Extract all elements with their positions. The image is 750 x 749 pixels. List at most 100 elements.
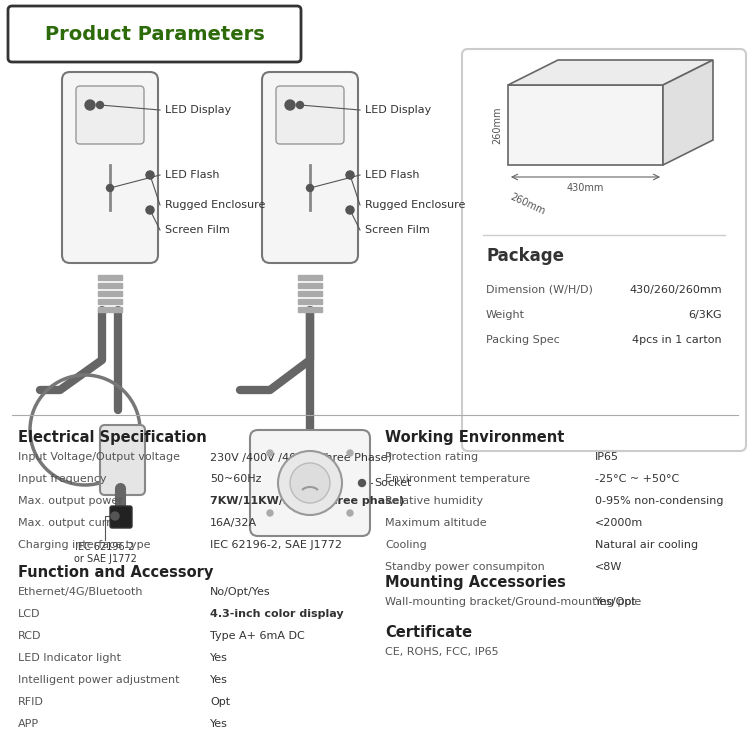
Text: APP: APP xyxy=(18,719,39,729)
Text: Function and Accessory: Function and Accessory xyxy=(18,565,213,580)
Text: Maximum altitude: Maximum altitude xyxy=(385,518,487,528)
Text: Mounting Accessories: Mounting Accessories xyxy=(385,575,566,590)
Text: Product Parameters: Product Parameters xyxy=(45,25,265,44)
Circle shape xyxy=(346,206,354,214)
Text: LED Flash: LED Flash xyxy=(365,170,419,180)
Circle shape xyxy=(285,100,295,110)
Text: Input Voltage/Output voltage: Input Voltage/Output voltage xyxy=(18,452,180,462)
Text: Type A+ 6mA DC: Type A+ 6mA DC xyxy=(210,631,304,641)
Circle shape xyxy=(146,172,154,178)
Circle shape xyxy=(347,450,353,456)
Text: Certificate: Certificate xyxy=(385,625,472,640)
FancyBboxPatch shape xyxy=(62,72,158,263)
Text: 4pcs in 1 carton: 4pcs in 1 carton xyxy=(632,335,722,345)
Polygon shape xyxy=(508,85,663,165)
Text: 260mm: 260mm xyxy=(509,192,547,216)
Bar xyxy=(98,291,122,296)
Text: Max. output current: Max. output current xyxy=(18,518,129,528)
Text: Rugged Enclosure: Rugged Enclosure xyxy=(365,200,465,210)
Text: Dimension (W/H/D): Dimension (W/H/D) xyxy=(486,285,592,295)
FancyBboxPatch shape xyxy=(262,72,358,263)
Text: LCD: LCD xyxy=(18,609,40,619)
Text: Ethernet/4G/Bluetooth: Ethernet/4G/Bluetooth xyxy=(18,587,143,597)
Text: <8W: <8W xyxy=(595,562,622,572)
Text: Natural air cooling: Natural air cooling xyxy=(595,540,698,550)
Text: 6/3KG: 6/3KG xyxy=(688,310,722,320)
Circle shape xyxy=(146,207,154,213)
Text: RCD: RCD xyxy=(18,631,41,641)
Text: Packing Spec: Packing Spec xyxy=(486,335,560,345)
Text: Working Environment: Working Environment xyxy=(385,430,564,445)
Text: Intelligent power adjustment: Intelligent power adjustment xyxy=(18,675,179,685)
FancyBboxPatch shape xyxy=(76,86,144,144)
Circle shape xyxy=(347,510,353,516)
Text: Cooling: Cooling xyxy=(385,540,427,550)
Text: LED Indicator light: LED Indicator light xyxy=(18,653,121,663)
Circle shape xyxy=(346,172,353,178)
Text: Yes: Yes xyxy=(210,675,228,685)
Text: Wall-mounting bracket/Ground-mounting pole: Wall-mounting bracket/Ground-mounting po… xyxy=(385,597,641,607)
Text: 50~60Hz: 50~60Hz xyxy=(210,474,262,484)
Text: 0-95% non-condensing: 0-95% non-condensing xyxy=(595,496,724,506)
Bar xyxy=(298,299,322,304)
Text: CE, ROHS, FCC, IP65: CE, ROHS, FCC, IP65 xyxy=(385,647,499,657)
Text: 4.3-inch color display: 4.3-inch color display xyxy=(210,609,344,619)
Text: IEC 62196-2
or SAE J1772: IEC 62196-2 or SAE J1772 xyxy=(74,542,136,563)
FancyBboxPatch shape xyxy=(276,86,344,144)
Circle shape xyxy=(111,512,119,520)
Text: LED Display: LED Display xyxy=(365,105,431,115)
Text: 230V /400V /400V (Three Phase): 230V /400V /400V (Three Phase) xyxy=(210,452,392,462)
Text: Screen Film: Screen Film xyxy=(365,225,430,235)
Text: Opt: Opt xyxy=(210,697,230,707)
Text: <2000m: <2000m xyxy=(595,518,644,528)
Text: LED Display: LED Display xyxy=(165,105,231,115)
Bar xyxy=(298,307,322,312)
Text: Rugged Enclosure: Rugged Enclosure xyxy=(165,200,266,210)
Text: Electrical Specification: Electrical Specification xyxy=(18,430,207,445)
Text: RFID: RFID xyxy=(18,697,44,707)
Text: Environment temperature: Environment temperature xyxy=(385,474,530,484)
Bar xyxy=(298,275,322,280)
Text: 7KW/11KW/22KW(three phase): 7KW/11KW/22KW(three phase) xyxy=(210,496,404,506)
FancyBboxPatch shape xyxy=(8,6,301,62)
Circle shape xyxy=(296,102,304,109)
Bar xyxy=(98,299,122,304)
Bar xyxy=(298,283,322,288)
Bar xyxy=(98,283,122,288)
Text: IEC 62196-2, SAE J1772: IEC 62196-2, SAE J1772 xyxy=(210,540,342,550)
Text: Screen Film: Screen Film xyxy=(165,225,230,235)
Circle shape xyxy=(307,184,314,192)
Bar xyxy=(298,291,322,296)
Polygon shape xyxy=(663,60,713,165)
Text: Yes/Opt: Yes/Opt xyxy=(595,597,637,607)
Text: Charging interface type: Charging interface type xyxy=(18,540,151,550)
Circle shape xyxy=(85,100,95,110)
Polygon shape xyxy=(508,60,713,85)
Circle shape xyxy=(346,171,354,179)
FancyBboxPatch shape xyxy=(110,506,132,528)
Text: Max. output power: Max. output power xyxy=(18,496,123,506)
Circle shape xyxy=(267,510,273,516)
Text: Yes: Yes xyxy=(210,653,228,663)
Text: IP65: IP65 xyxy=(595,452,619,462)
Text: No/Opt/Yes: No/Opt/Yes xyxy=(210,587,271,597)
Circle shape xyxy=(346,207,353,213)
Text: Package: Package xyxy=(486,247,564,265)
Circle shape xyxy=(97,102,104,109)
Text: 430/260/260mm: 430/260/260mm xyxy=(629,285,722,295)
Text: Input frequency: Input frequency xyxy=(18,474,106,484)
Circle shape xyxy=(146,171,154,179)
FancyBboxPatch shape xyxy=(462,49,746,451)
FancyBboxPatch shape xyxy=(100,425,145,495)
Text: Yes: Yes xyxy=(210,719,228,729)
Bar xyxy=(98,275,122,280)
FancyBboxPatch shape xyxy=(250,430,370,536)
Text: Standby power consumpiton: Standby power consumpiton xyxy=(385,562,544,572)
Circle shape xyxy=(146,206,154,214)
Circle shape xyxy=(106,184,113,192)
Bar xyxy=(98,307,122,312)
Text: -25°C ~ +50°C: -25°C ~ +50°C xyxy=(595,474,680,484)
Text: 260mm: 260mm xyxy=(492,106,502,144)
Circle shape xyxy=(358,479,365,487)
Text: Weight: Weight xyxy=(486,310,525,320)
